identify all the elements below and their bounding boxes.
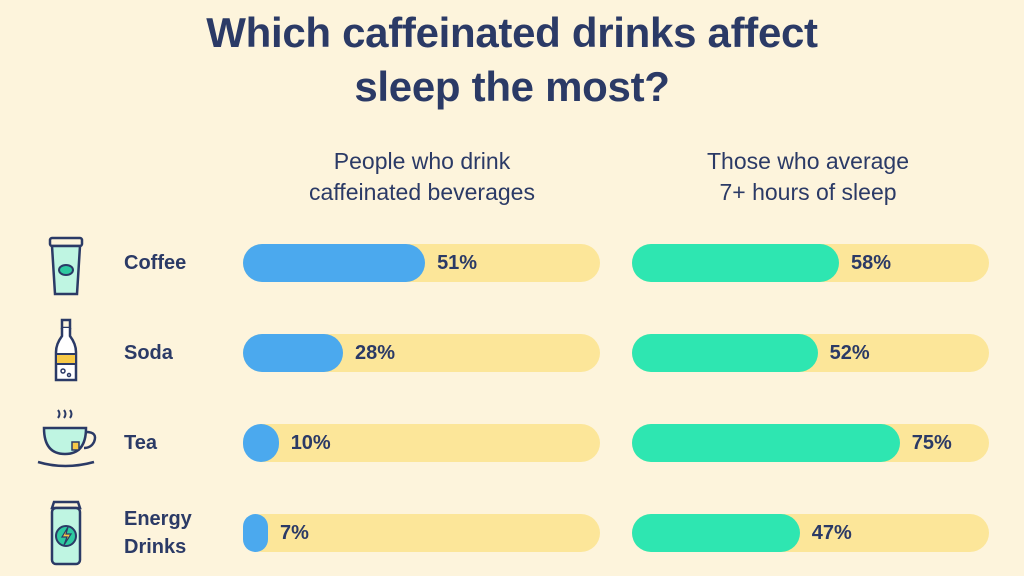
bar — [632, 244, 840, 282]
coffee-icon — [48, 236, 84, 296]
series-heading: People who drink caffeinated beverages — [309, 148, 535, 205]
energy-drink-icon — [50, 500, 82, 566]
soda-icon — [54, 318, 78, 382]
value-label: 47% — [811, 522, 852, 544]
bar — [243, 514, 268, 552]
bar — [632, 424, 900, 462]
tea-icon — [37, 409, 97, 468]
chart-title: Which caffeinated drinks affect sleep th… — [206, 9, 818, 110]
category-label: Energy Drinks — [124, 508, 192, 558]
value-label: 75% — [911, 432, 952, 454]
category-label: Tea — [124, 432, 157, 454]
bar — [243, 424, 279, 462]
category-label: Coffee — [124, 252, 187, 274]
bar — [243, 244, 426, 282]
bar — [632, 334, 818, 372]
category-label: Soda — [124, 342, 173, 364]
value-label: 58% — [851, 252, 892, 274]
value-label: 52% — [829, 342, 870, 364]
value-label: 28% — [354, 342, 395, 364]
bar-track — [243, 424, 600, 462]
bar — [632, 514, 800, 552]
value-label: 10% — [290, 432, 331, 454]
value-label: 51% — [437, 252, 478, 274]
bar-track — [243, 514, 600, 552]
value-label: 7% — [279, 522, 309, 544]
series-heading: Those who average 7+ hours of sleep — [706, 148, 909, 205]
bar — [243, 334, 343, 372]
